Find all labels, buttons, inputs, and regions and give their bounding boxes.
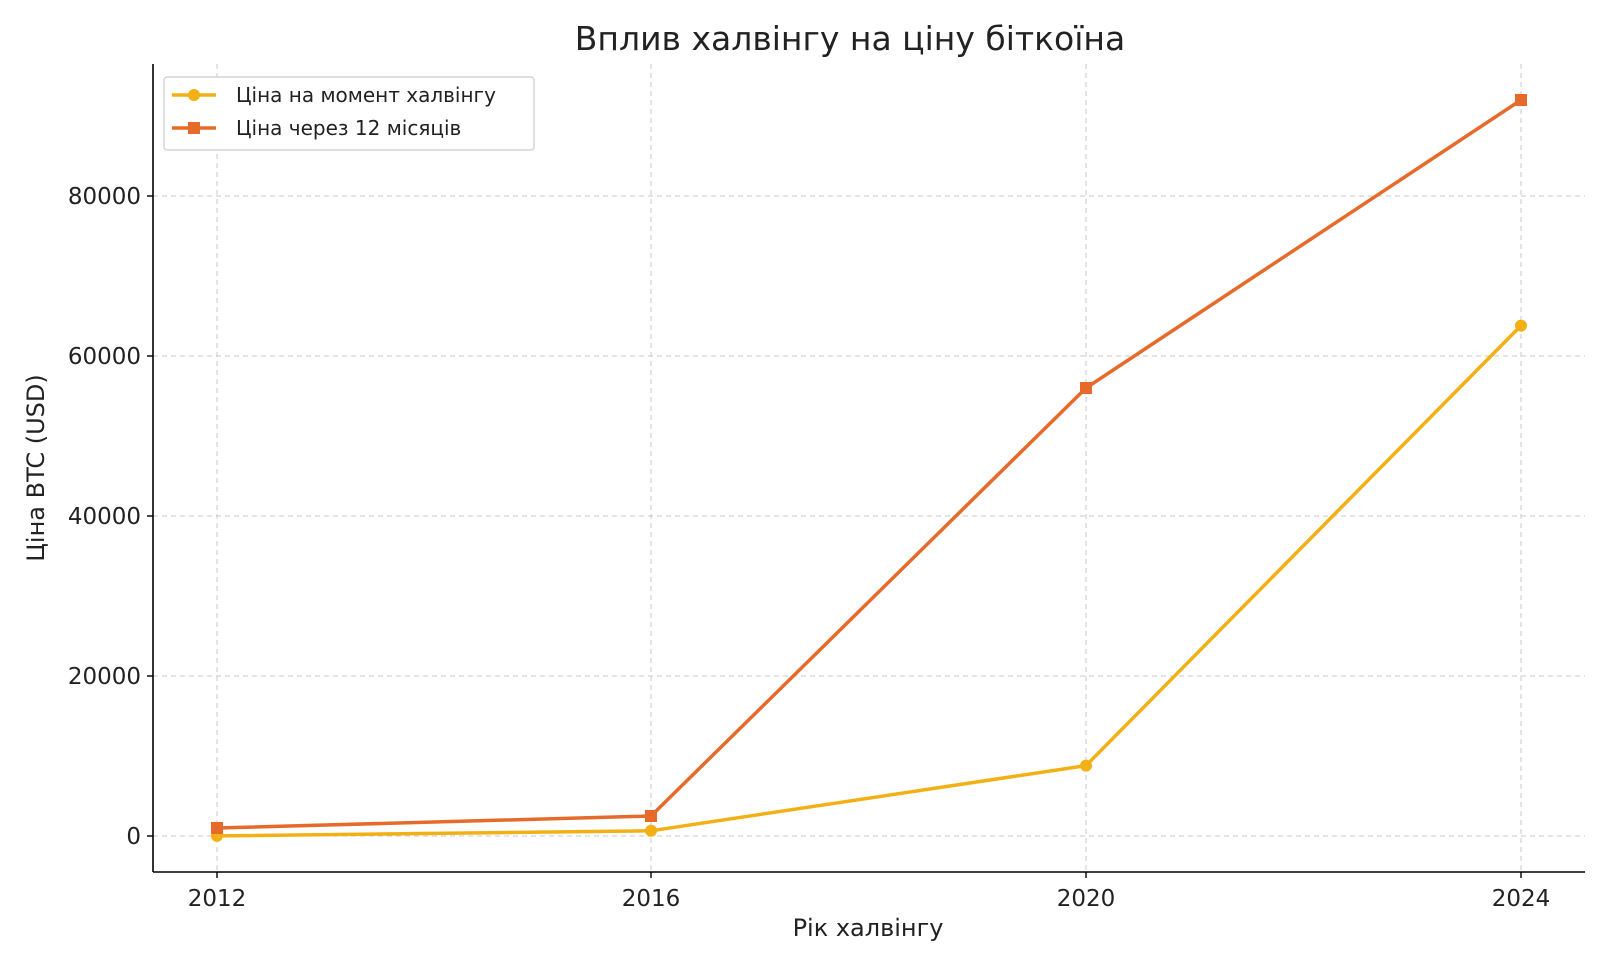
y-tick-label: 0 <box>126 824 141 850</box>
y-tick-label: 20000 <box>68 664 141 690</box>
legend-box <box>163 76 535 151</box>
series-layer <box>211 94 1527 842</box>
data-point-circle <box>1515 319 1527 332</box>
series-line-1 <box>216 98 1522 830</box>
data-point-circle <box>645 824 657 837</box>
x-tick-label: 2012 <box>188 886 247 912</box>
data-point-square <box>1515 94 1527 106</box>
legend-marker-circle <box>188 89 200 101</box>
x-axis-label: Рік халвінгу <box>793 914 944 942</box>
data-point-circle <box>1080 759 1092 772</box>
y-tick-label: 40000 <box>68 504 141 530</box>
data-point-square <box>1080 382 1092 394</box>
series-line-0 <box>216 324 1523 838</box>
x-tick-label: 2024 <box>1492 886 1551 912</box>
legend-label-price-after-12-months: Ціна через 12 місяців <box>236 116 461 140</box>
data-point-square <box>645 810 657 822</box>
legend-marker-square <box>188 122 200 134</box>
y-axis-ticks: 0 20000 40000 60000 80000 <box>68 184 153 850</box>
x-tick-label: 2020 <box>1057 886 1116 912</box>
y-tick-label: 80000 <box>68 184 141 210</box>
x-tick-label: 2016 <box>622 886 681 912</box>
legend-label-price-at-halving: Ціна на момент халвінгу <box>236 83 496 107</box>
data-point-square <box>211 822 223 834</box>
chart-title: Вплив халвінгу на ціну біткоїна <box>575 19 1125 58</box>
legend: Ціна на момент халвінгу Ціна через 12 мі… <box>163 76 535 151</box>
y-tick-label: 60000 <box>68 344 141 370</box>
y-axis-label: Ціна BTC (USD) <box>22 374 50 561</box>
x-axis-ticks: 2012 2016 2020 2024 <box>188 872 1551 912</box>
grid <box>153 64 1585 872</box>
